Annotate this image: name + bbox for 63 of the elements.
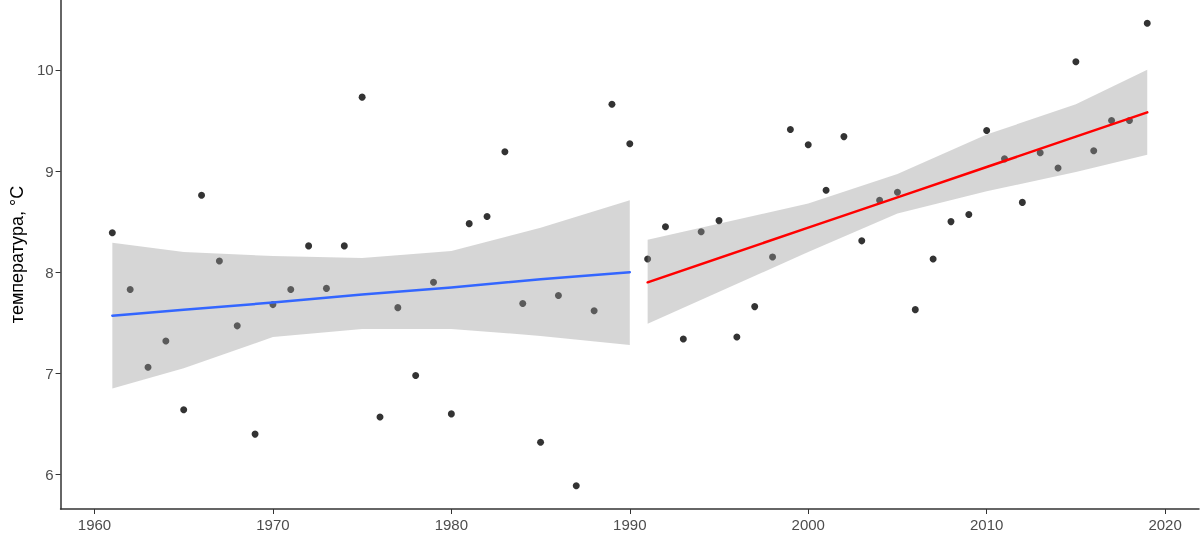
point xyxy=(483,213,491,221)
point xyxy=(340,242,348,250)
point xyxy=(840,133,848,141)
point xyxy=(180,406,188,414)
point xyxy=(108,229,116,237)
y-axis-title: температура, °C xyxy=(7,185,27,324)
point xyxy=(715,217,723,225)
point xyxy=(144,363,152,371)
point xyxy=(287,285,295,293)
x-tick-label: 2020 xyxy=(1148,516,1182,533)
point xyxy=(644,255,652,263)
point xyxy=(1072,58,1080,66)
x-tick-label: 2010 xyxy=(969,516,1004,533)
point xyxy=(537,438,545,446)
point xyxy=(822,186,830,194)
y-tick-label: 6 xyxy=(45,466,54,484)
point xyxy=(501,148,509,156)
point xyxy=(1018,198,1026,206)
point xyxy=(947,218,955,226)
point xyxy=(911,306,919,314)
point xyxy=(1090,147,1098,155)
point xyxy=(626,140,634,148)
x-tick-label: 1980 xyxy=(434,516,469,533)
point xyxy=(965,211,973,219)
point xyxy=(733,333,741,341)
point xyxy=(394,304,402,312)
point xyxy=(751,303,759,311)
y-tick-label: 8 xyxy=(45,263,54,281)
point xyxy=(679,335,687,343)
line-series xyxy=(111,270,632,317)
point xyxy=(215,257,223,265)
point xyxy=(519,300,527,308)
y-tick-label: 9 xyxy=(45,162,54,180)
point xyxy=(804,141,812,149)
point xyxy=(769,253,777,261)
point xyxy=(893,188,901,196)
point xyxy=(608,100,616,108)
line-series xyxy=(646,111,1149,284)
point xyxy=(465,220,473,228)
point xyxy=(233,322,241,330)
point xyxy=(412,371,420,379)
point xyxy=(1143,19,1151,27)
x-tick-label: 1990 xyxy=(613,516,647,533)
x-tick-label: 1960 xyxy=(77,516,112,533)
point xyxy=(661,223,669,231)
point xyxy=(198,191,206,199)
point xyxy=(447,410,455,418)
point xyxy=(358,93,366,101)
y-tick-label: 7 xyxy=(45,364,54,382)
point xyxy=(554,291,562,299)
x-tick-label: 1970 xyxy=(256,516,290,533)
point xyxy=(322,284,330,292)
point xyxy=(697,228,705,236)
y-tick-label: 10 xyxy=(36,61,54,79)
point xyxy=(305,242,313,250)
point xyxy=(858,237,866,245)
point xyxy=(430,278,438,286)
point xyxy=(786,126,794,134)
point xyxy=(126,285,134,293)
point xyxy=(983,127,991,135)
point xyxy=(572,482,580,490)
point xyxy=(590,307,598,315)
x-tick-label: 2000 xyxy=(791,516,825,533)
